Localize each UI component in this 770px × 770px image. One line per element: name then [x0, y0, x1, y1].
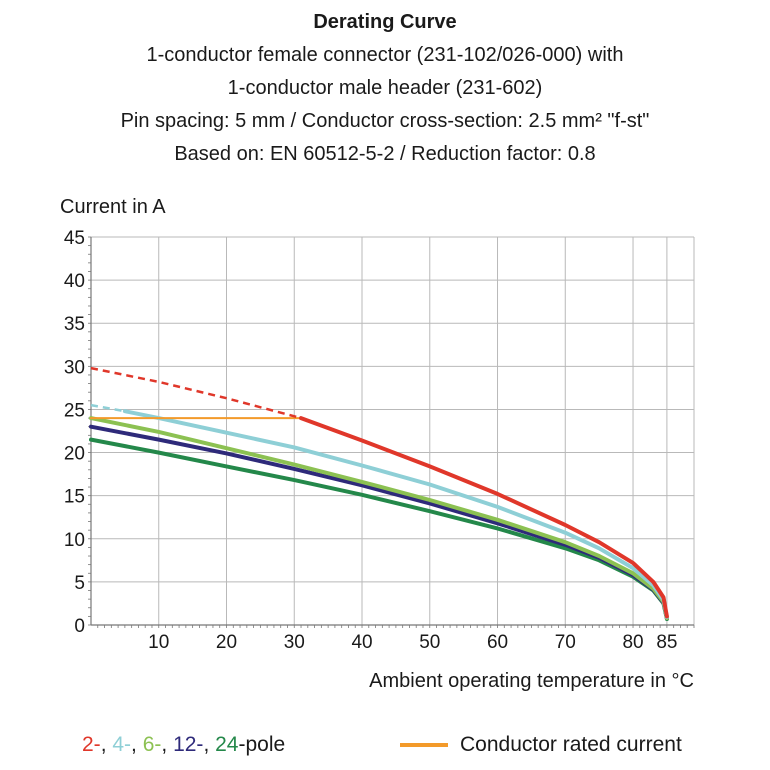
- chart-title: Derating Curve: [313, 11, 457, 33]
- legend-pole-item: 2-: [82, 733, 101, 756]
- chart-subtitle-2: 1-conductor male header (231-602): [227, 77, 543, 99]
- legend-pole-item: ,: [100, 733, 113, 756]
- x-axis-label: Ambient operating temperature in °C: [369, 670, 694, 692]
- y-tick-label: 25: [64, 400, 85, 421]
- 24-pole-line: [89, 437, 669, 621]
- x-tick-label: 60: [487, 632, 508, 653]
- x-tick-label: 50: [419, 632, 440, 653]
- 2-pole-line: [299, 416, 669, 619]
- y-tick-label: 0: [74, 616, 85, 637]
- legend-rated-swatch: [400, 743, 448, 747]
- y-tick-label: 45: [64, 228, 85, 249]
- y-tick-label: 10: [64, 530, 85, 551]
- legend-pole-item: ,: [161, 733, 174, 756]
- y-axis-label: Current in A: [60, 196, 166, 218]
- x-tick-label: 30: [284, 632, 305, 653]
- legend-pole-item: ,: [203, 733, 216, 756]
- y-tick-label: 15: [64, 487, 85, 508]
- y-tick-label: 35: [64, 314, 85, 335]
- y-tick-label: 20: [64, 444, 85, 465]
- x-tick-label: 20: [216, 632, 237, 653]
- legend-pole-item: 4-: [112, 733, 132, 756]
- 4-pole-dashed-line: [90, 403, 126, 413]
- legend-pole-item: ,: [131, 733, 143, 756]
- title-block: Derating Curve 1-conductor female connec…: [0, 6, 770, 171]
- 2-pole-dashed-line: [90, 366, 302, 420]
- legend-pole-item: -pole: [238, 733, 286, 756]
- y-tick-label: 40: [64, 271, 85, 292]
- x-tick-label: 70: [555, 632, 576, 653]
- chart-subtitle-1: 1-conductor female connector (231-102/02…: [146, 44, 624, 66]
- x-tick-label: 10: [148, 632, 169, 653]
- legend-rated: Conductor rated current: [400, 733, 682, 757]
- chart-subtitle-3: Pin spacing: 5 mm / Conductor cross-sect…: [120, 110, 650, 132]
- chart-subtitle-4: Based on: EN 60512-5-2 / Reduction facto…: [174, 143, 596, 165]
- x-tick-label: 80: [622, 632, 643, 653]
- legend-rated-label: Conductor rated current: [460, 733, 682, 756]
- y-tick-label: 5: [74, 573, 85, 594]
- legend-poles: 2-, 4-, 6-, 12-, 24-pole: [82, 733, 285, 757]
- x-tick-label: 85: [656, 632, 677, 653]
- legend-pole-item: 12-: [173, 733, 204, 756]
- legend-pole-item: 6-: [142, 733, 162, 756]
- y-tick-label: 30: [64, 357, 85, 378]
- x-tick-label: 40: [351, 632, 372, 653]
- legend-pole-item: 24: [215, 733, 239, 756]
